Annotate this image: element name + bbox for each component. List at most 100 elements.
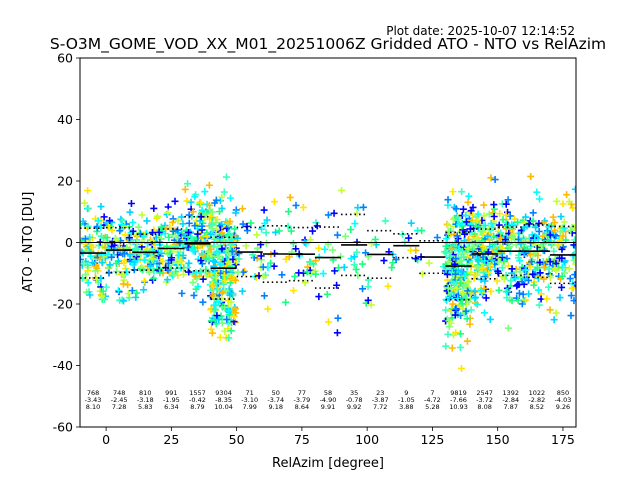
data-point [371, 235, 379, 243]
data-point [553, 197, 561, 205]
data-point [253, 231, 261, 239]
data-point [260, 292, 268, 300]
data-point [189, 278, 197, 286]
data-point [211, 305, 219, 313]
data-point [502, 271, 510, 279]
data-point [218, 288, 226, 296]
data-point [275, 227, 283, 235]
data-point [88, 259, 96, 267]
data-point [331, 267, 339, 275]
bin-std-label: 8.64 [295, 403, 309, 411]
data-point [453, 232, 461, 240]
data-point [98, 259, 106, 267]
bin-mean-label: -3.43 [85, 396, 102, 404]
data-point [82, 271, 90, 279]
data-point [556, 254, 564, 262]
bin-std-label: 7.99 [242, 403, 256, 411]
data-point [205, 201, 213, 209]
plot-area: 768-3.438.10748-2.457.28810-3.185.83991-… [79, 57, 577, 428]
data-point [313, 222, 321, 230]
data-point [138, 211, 146, 219]
data-point [333, 231, 341, 239]
data-point [565, 198, 573, 206]
bin-count-label: 810 [139, 389, 151, 397]
data-point [504, 287, 512, 295]
data-point [234, 234, 242, 242]
data-point [106, 217, 114, 225]
data-point [552, 309, 560, 317]
data-point [146, 262, 154, 270]
data-point [508, 297, 516, 305]
data-point [235, 255, 243, 263]
data-point [418, 227, 426, 235]
data-point [367, 301, 375, 309]
data-point [80, 217, 87, 225]
data-point [452, 305, 460, 313]
data-point [211, 238, 219, 246]
data-point [407, 246, 415, 254]
chart-title: S-O3M_GOME_VOD_XX_M01_20251006Z Gridded … [50, 35, 606, 54]
data-point [213, 216, 221, 224]
data-point [106, 261, 114, 269]
data-point [164, 209, 172, 217]
data-point [556, 228, 564, 236]
data-point [104, 247, 112, 255]
bin-count-label: 58 [324, 389, 332, 397]
data-point [487, 220, 495, 228]
data-point [449, 188, 457, 196]
data-point [231, 318, 239, 326]
data-point [207, 245, 215, 253]
bin-std-label: 10.93 [449, 403, 468, 411]
data-point [533, 188, 541, 196]
data-point [243, 222, 251, 230]
data-point [226, 218, 234, 226]
data-point [259, 273, 267, 281]
data-point [442, 306, 450, 314]
data-point [179, 220, 187, 228]
data-point [362, 249, 370, 257]
data-point [514, 218, 522, 226]
data-point [84, 261, 92, 269]
data-point [140, 286, 148, 294]
data-point [184, 180, 192, 188]
x-tick-label: 25 [163, 432, 179, 447]
data-point [98, 250, 106, 258]
data-point [127, 199, 135, 207]
data-point [570, 256, 576, 264]
data-point [227, 327, 235, 335]
data-point [289, 239, 297, 247]
data-point [352, 265, 360, 273]
data-point [230, 313, 238, 321]
data-point [502, 200, 510, 208]
data-point [364, 283, 372, 291]
data-point [462, 307, 470, 315]
data-point [569, 204, 576, 212]
data-point [254, 244, 262, 252]
bin-mean-label: -8.35 [215, 396, 232, 404]
data-point [92, 262, 100, 270]
data-point [221, 327, 229, 335]
data-point [223, 315, 231, 323]
bin-count-label: 1022 [529, 389, 546, 397]
data-point [174, 271, 182, 279]
data-point [80, 248, 86, 256]
data-point [81, 199, 89, 207]
data-point [199, 298, 207, 306]
data-point [227, 246, 235, 254]
data-point [453, 285, 461, 293]
data-point [164, 259, 172, 267]
data-point [289, 287, 297, 295]
data-point [231, 275, 239, 283]
data-point [302, 240, 310, 248]
x-tick-label: 175 [551, 432, 575, 447]
x-tick-label: 75 [294, 432, 310, 447]
data-point [334, 314, 342, 322]
data-point [85, 288, 93, 296]
data-point [452, 270, 460, 278]
x-tick-label: 100 [355, 432, 379, 447]
data-point [144, 239, 152, 247]
data-point [340, 263, 348, 271]
bin-std-label: 7.28 [112, 403, 126, 411]
data-point [238, 287, 246, 295]
bin-count-label: 9304 [215, 389, 232, 397]
